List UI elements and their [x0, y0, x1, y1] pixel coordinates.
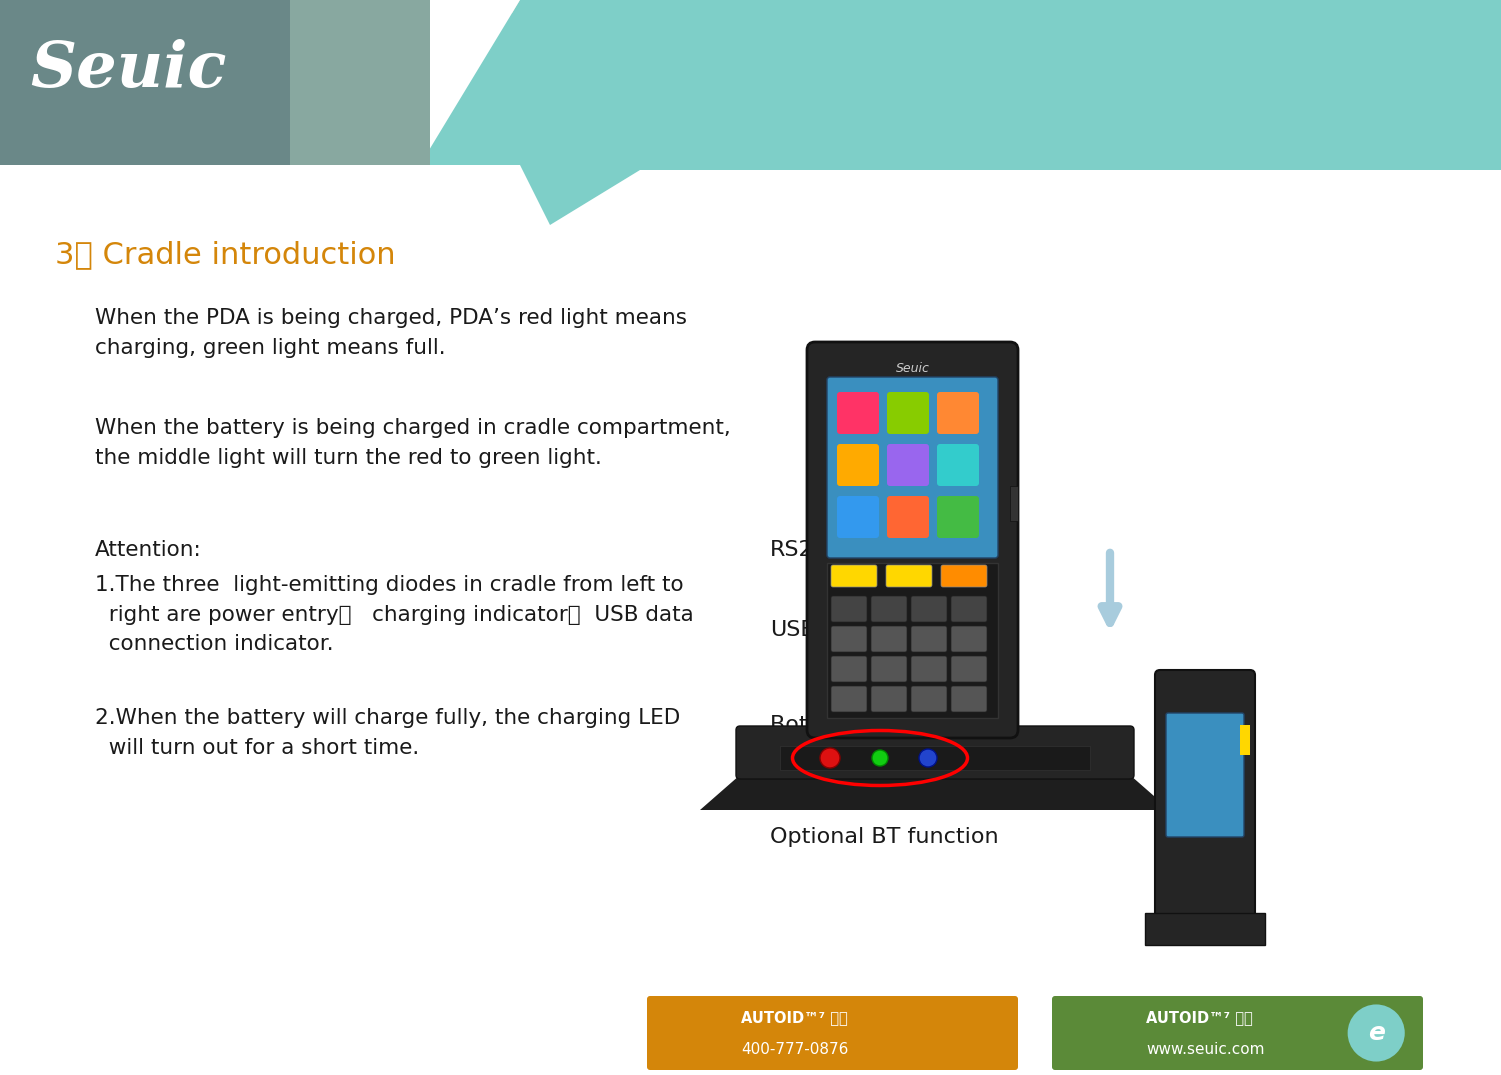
Bar — [845, 0, 1501, 164]
Bar — [1139, 675, 1300, 900]
Bar — [781, 746, 1090, 770]
FancyBboxPatch shape — [871, 626, 907, 653]
FancyBboxPatch shape — [937, 392, 979, 434]
FancyBboxPatch shape — [952, 686, 988, 712]
FancyBboxPatch shape — [838, 444, 880, 486]
FancyBboxPatch shape — [952, 656, 988, 682]
Text: 400-777-0876: 400-777-0876 — [741, 1043, 848, 1058]
Text: e: e — [1367, 1021, 1385, 1045]
Bar — [0, 0, 290, 164]
Text: Optional BT function: Optional BT function — [770, 827, 998, 847]
Text: 3、 Cradle introduction: 3、 Cradle introduction — [56, 240, 396, 269]
FancyBboxPatch shape — [735, 726, 1133, 779]
FancyBboxPatch shape — [1154, 670, 1255, 920]
FancyBboxPatch shape — [887, 444, 929, 486]
Bar — [290, 0, 429, 164]
Bar — [827, 563, 998, 718]
FancyBboxPatch shape — [952, 596, 988, 622]
Polygon shape — [360, 0, 1501, 164]
FancyBboxPatch shape — [838, 392, 880, 434]
FancyBboxPatch shape — [911, 596, 947, 622]
Bar — [1240, 725, 1250, 755]
Text: Attention:: Attention: — [95, 540, 201, 560]
Circle shape — [919, 749, 937, 766]
FancyBboxPatch shape — [911, 626, 947, 653]
Bar — [1010, 486, 1018, 521]
FancyBboxPatch shape — [1052, 997, 1423, 1070]
Text: www.seuic.com: www.seuic.com — [1147, 1043, 1265, 1058]
Circle shape — [820, 748, 841, 768]
Text: 2.When the battery will charge fully, the charging LED
  will turn out for a sho: 2.When the battery will charge fully, th… — [95, 708, 680, 758]
FancyBboxPatch shape — [886, 565, 932, 587]
Text: USB1.1: USB1.1 — [770, 620, 851, 640]
Bar — [290, 0, 444, 164]
Polygon shape — [0, 0, 519, 164]
FancyBboxPatch shape — [911, 656, 947, 682]
Text: When the PDA is being charged, PDA’s red light means
charging, green light means: When the PDA is being charged, PDA’s red… — [95, 309, 687, 358]
Circle shape — [872, 750, 889, 766]
Text: AUTOID™⁷ 系列: AUTOID™⁷ 系列 — [1147, 1010, 1253, 1026]
FancyBboxPatch shape — [941, 565, 988, 587]
Circle shape — [1348, 1004, 1405, 1061]
FancyBboxPatch shape — [871, 656, 907, 682]
Text: Both PDA and battery
charging: Both PDA and battery charging — [770, 715, 1012, 763]
FancyBboxPatch shape — [832, 596, 868, 622]
FancyBboxPatch shape — [832, 626, 868, 653]
FancyBboxPatch shape — [937, 496, 979, 538]
FancyBboxPatch shape — [871, 686, 907, 712]
FancyBboxPatch shape — [911, 686, 947, 712]
FancyBboxPatch shape — [832, 686, 868, 712]
Text: Seuic: Seuic — [30, 39, 227, 100]
FancyBboxPatch shape — [647, 997, 1018, 1070]
FancyBboxPatch shape — [838, 496, 880, 538]
Bar — [0, 0, 1501, 164]
Text: 1.The three  light-emitting diodes in cradle from left to
  right are power entr: 1.The three light-emitting diodes in cra… — [95, 575, 693, 655]
FancyBboxPatch shape — [832, 656, 868, 682]
Bar — [444, 0, 845, 164]
Text: When the battery is being charged in cradle compartment,
the middle light will t: When the battery is being charged in cra… — [95, 418, 731, 468]
FancyBboxPatch shape — [871, 596, 907, 622]
FancyBboxPatch shape — [952, 626, 988, 653]
FancyBboxPatch shape — [808, 342, 1018, 739]
Polygon shape — [519, 164, 1501, 225]
Polygon shape — [420, 0, 1501, 164]
Bar — [1145, 913, 1265, 945]
Bar — [0, 0, 290, 164]
Bar — [845, 0, 1501, 164]
FancyBboxPatch shape — [832, 565, 877, 587]
Polygon shape — [699, 775, 1169, 809]
FancyBboxPatch shape — [827, 377, 998, 558]
FancyBboxPatch shape — [937, 444, 979, 486]
FancyBboxPatch shape — [1166, 713, 1244, 837]
Text: Seuic: Seuic — [896, 362, 929, 375]
FancyBboxPatch shape — [887, 496, 929, 538]
Text: RS232: RS232 — [770, 540, 842, 560]
Text: AUTOID™⁷ 系列: AUTOID™⁷ 系列 — [741, 1010, 848, 1026]
FancyBboxPatch shape — [887, 392, 929, 434]
